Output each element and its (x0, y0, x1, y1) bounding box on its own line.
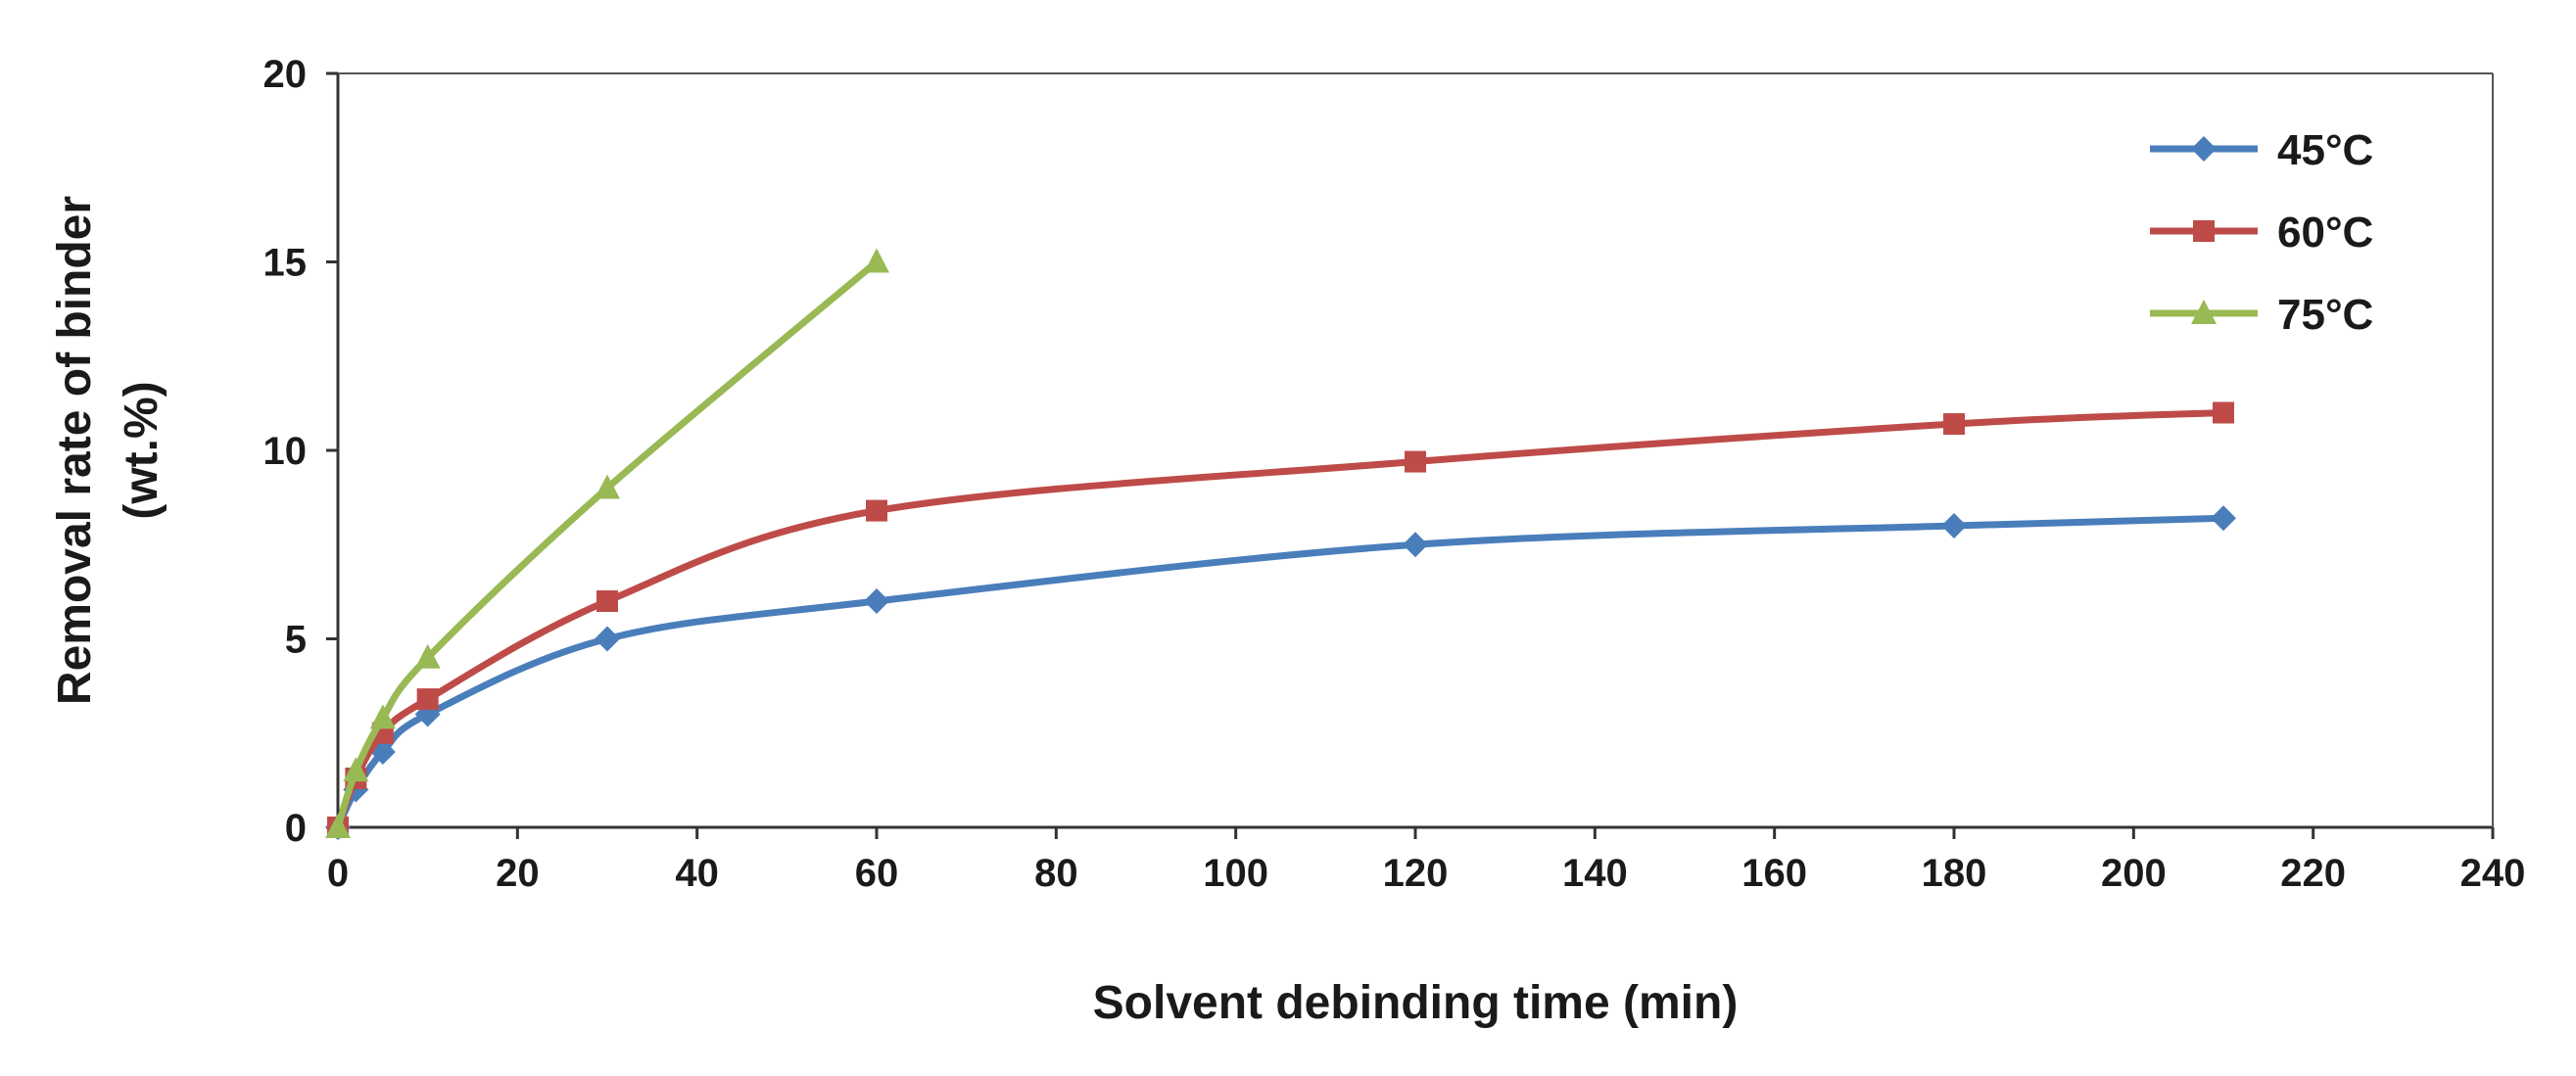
x-tick-label: 220 (2280, 852, 2346, 895)
legend-item: 75°C (2150, 291, 2373, 339)
data-point (864, 588, 889, 614)
y-axis-title-line2: (wt.%) (116, 381, 167, 519)
x-tick-label: 80 (1034, 852, 1078, 895)
x-axis-title: Solvent debinding time (min) (1093, 977, 1739, 1029)
data-point (1943, 413, 1965, 436)
data-point (325, 814, 351, 838)
series-group (325, 248, 2236, 840)
y-tick-label: 20 (263, 53, 308, 96)
legend-item: 45°C (2150, 126, 2373, 174)
data-point (595, 626, 620, 652)
x-tick-label: 60 (855, 852, 899, 895)
data-point (864, 248, 889, 273)
data-point (1405, 450, 1426, 473)
data-point (2213, 401, 2234, 424)
data-point (596, 590, 618, 612)
series-line (334, 514, 2227, 831)
data-point (343, 757, 369, 782)
legend-swatch-marker (2191, 136, 2217, 162)
data-point (416, 688, 439, 711)
data-point (595, 474, 620, 499)
x-tick-label: 40 (675, 852, 719, 895)
data-point (2211, 505, 2236, 532)
legend-swatch-marker (2191, 300, 2217, 324)
legend-item: 60°C (2150, 209, 2373, 257)
y-tick-label: 0 (285, 807, 307, 850)
axes (336, 72, 2494, 829)
x-tick-label: 140 (1562, 852, 1628, 895)
x-tick-label: 180 (1922, 852, 1987, 895)
series-0 (325, 505, 2236, 840)
legend-label: 75°C (2277, 291, 2373, 339)
y-axis-title-line1: Removal rate of binder (49, 196, 101, 705)
data-point (866, 499, 887, 522)
y-tick-label: 10 (263, 430, 308, 473)
legend-label: 60°C (2277, 209, 2373, 257)
x-tick-label: 0 (327, 852, 349, 895)
y-tick-label: 15 (263, 242, 308, 285)
legend: 45°C 60°C 75°C (2150, 126, 2373, 339)
x-tick-label: 200 (2101, 852, 2167, 895)
x-tick-label: 20 (496, 852, 540, 895)
ticks: 0 20 40 60 80 100 120 140 160 180 200 220 240 0 5 10 15 2… (263, 53, 2526, 895)
data-point (1941, 513, 1967, 538)
legend-label: 45°C (2277, 126, 2373, 174)
data-point (369, 704, 396, 729)
legend-swatch-marker (2193, 220, 2215, 242)
series-line (334, 258, 881, 831)
data-point (1403, 532, 1428, 558)
y-tick-label: 5 (285, 619, 307, 662)
series-2 (325, 248, 889, 838)
x-tick-label: 160 (1741, 852, 1807, 895)
series-1 (327, 401, 2234, 838)
x-tick-label: 240 (2460, 852, 2526, 895)
data-point (414, 643, 441, 669)
x-tick-label: 120 (1383, 852, 1449, 895)
x-tick-label: 100 (1203, 852, 1268, 895)
